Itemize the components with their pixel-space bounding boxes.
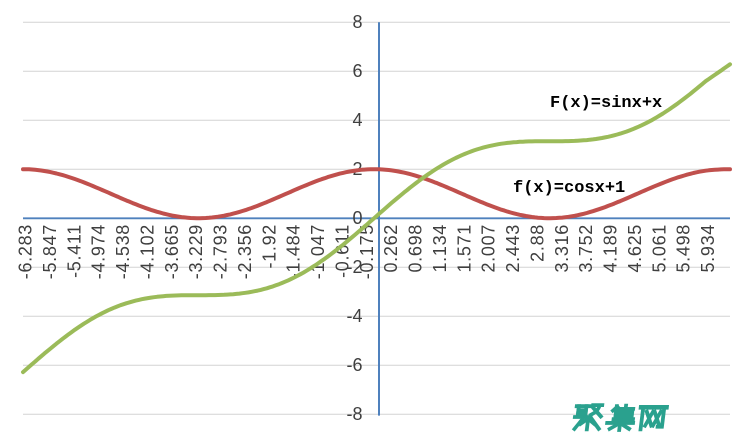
svg-text:3.316: 3.316 [552,224,572,273]
svg-text:4: 4 [352,110,362,130]
svg-text:3.752: 3.752 [576,224,596,273]
svg-text:-4.538: -4.538 [113,224,133,279]
svg-text:-0.611: -0.611 [332,224,352,278]
svg-text:-1.047: -1.047 [308,224,328,279]
svg-text:-1.92: -1.92 [259,224,279,269]
svg-text:6: 6 [352,61,362,81]
svg-text:-8: -8 [346,404,362,424]
svg-text:-0.175: -0.175 [357,224,377,279]
svg-text:1.571: 1.571 [454,224,474,273]
svg-text:-3.229: -3.229 [186,224,206,279]
svg-text:-2.356: -2.356 [235,224,255,279]
svg-text:5.498: 5.498 [674,224,694,273]
svg-text:-4.102: -4.102 [137,224,157,279]
svg-text:-4: -4 [346,306,362,326]
svg-text:-2: -2 [346,257,362,277]
svg-text:0.262: 0.262 [381,224,401,273]
svg-text:2.443: 2.443 [503,224,523,273]
svg-text:0: 0 [352,208,362,228]
svg-text:-3.665: -3.665 [162,224,182,279]
svg-text:-6: -6 [346,355,362,375]
svg-text:F(x)=sinx+x: F(x)=sinx+x [550,94,662,113]
svg-text:4.189: 4.189 [601,224,621,273]
svg-text:f(x)=cosx+1: f(x)=cosx+1 [513,179,625,198]
svg-text:4.625: 4.625 [625,224,645,273]
svg-text:5.061: 5.061 [649,224,669,273]
svg-text:2.007: 2.007 [479,224,499,273]
svg-text:0.698: 0.698 [406,224,426,273]
svg-text:8: 8 [352,12,362,32]
svg-text:2.88: 2.88 [528,224,548,262]
svg-text:-2.793: -2.793 [211,224,231,279]
svg-text:-5.847: -5.847 [40,224,60,279]
svg-text:1.134: 1.134 [430,224,450,273]
svg-text:5.934: 5.934 [698,224,718,273]
svg-text:-5.411: -5.411 [64,224,84,278]
svg-text:-1.484: -1.484 [284,224,304,279]
svg-text:-4.974: -4.974 [89,224,109,279]
svg-text:-6.283: -6.283 [16,224,36,279]
